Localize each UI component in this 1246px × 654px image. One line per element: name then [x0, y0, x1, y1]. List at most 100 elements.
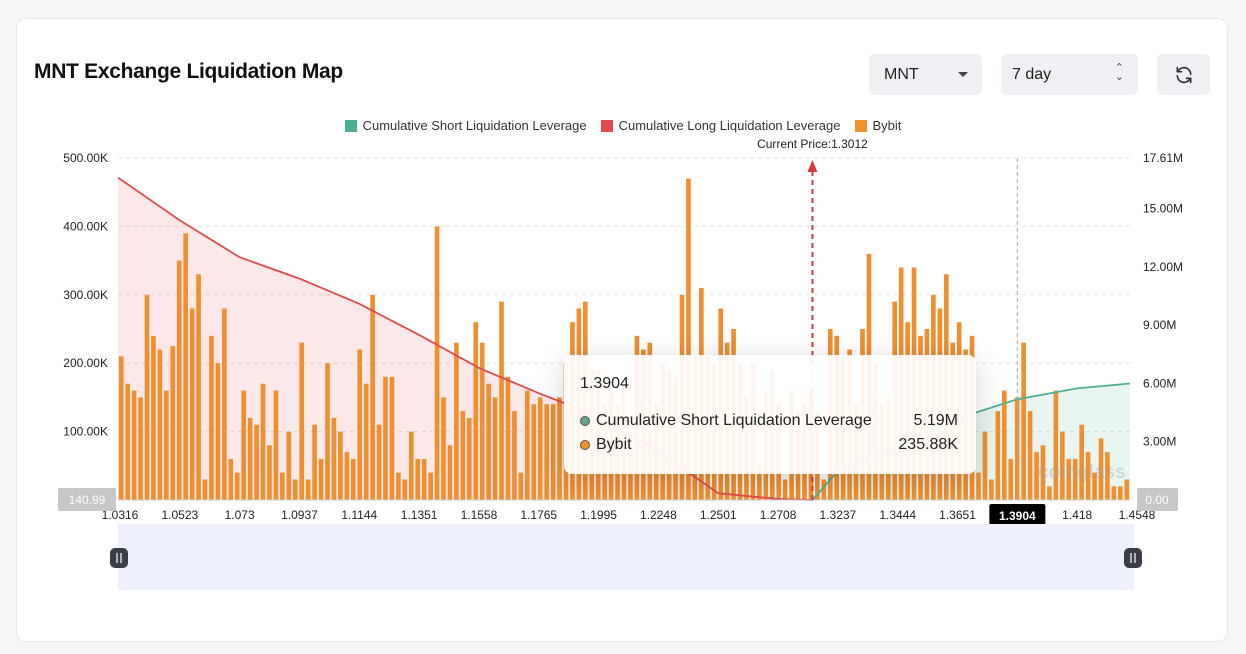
bybit-bar	[524, 390, 530, 500]
x-tick-label: 1.418	[1062, 508, 1092, 522]
x-tick-label: 1.2248	[640, 508, 677, 522]
bybit-bar	[241, 390, 247, 500]
current-price-arrow	[807, 160, 818, 172]
bybit-bar	[280, 472, 285, 500]
data-zoom-track	[118, 524, 1134, 590]
bybit-bar	[447, 445, 453, 500]
long-line	[117, 176, 813, 501]
bybit-bar	[389, 376, 395, 500]
x-tick-label: 1.3651	[939, 508, 976, 522]
range-select[interactable]: 7 day ⌃ ⌄	[1001, 54, 1138, 95]
bybit-bar	[415, 458, 421, 500]
bybit-bar	[1027, 411, 1033, 500]
coin-select[interactable]: MNT	[869, 54, 982, 95]
bybit-bar	[183, 233, 189, 501]
bybit-bar	[1059, 431, 1065, 500]
bybit-bar	[325, 363, 330, 500]
bybit-bar	[164, 390, 169, 500]
legend-item-long[interactable]: Cumulative Long Liquidation Leverage	[600, 118, 841, 133]
bybit-bar	[428, 472, 433, 500]
bybit-bar	[1066, 458, 1072, 500]
bybit-bar	[144, 294, 150, 500]
x-tick-label: 1.2708	[760, 508, 797, 522]
bybit-bar	[254, 424, 259, 500]
bybit-bar	[131, 390, 137, 500]
bybit-bar	[222, 308, 227, 500]
x-tick-label: 1.3237	[820, 508, 857, 522]
bybit-bar	[686, 178, 691, 500]
bybit-bar	[363, 383, 369, 500]
x-tick-label: 1.1558	[461, 508, 498, 522]
bybit-bar	[176, 260, 182, 500]
bybit-bar	[286, 431, 292, 500]
bybit-bar	[202, 479, 208, 500]
bybit-bar	[821, 479, 827, 500]
legend-item-short[interactable]: Cumulative Short Liquidation Leverage	[344, 118, 587, 133]
x-tick-label: 1.1995	[580, 508, 617, 522]
bybit-bar	[228, 458, 234, 500]
bybit-bar	[1105, 452, 1110, 500]
bybit-bar	[1098, 438, 1104, 500]
x-highlight-box	[989, 504, 1046, 528]
tooltip-title: 1.3904	[580, 375, 629, 392]
bybit-bar	[479, 342, 485, 500]
y-left-tick-label: 300.00K	[63, 288, 108, 302]
bybit-bar	[273, 390, 279, 500]
y-right-tick-label: 3.00M	[1143, 435, 1176, 449]
coin-select-value: MNT	[884, 65, 919, 83]
tooltip-value-short: 5.19M	[913, 412, 958, 429]
legend-swatch-long	[600, 119, 613, 132]
bybit-bar	[357, 349, 363, 500]
page-title: MNT Exchange Liquidation Map	[34, 60, 343, 83]
refresh-button[interactable]	[1157, 54, 1210, 95]
y-right-min-label: 0.00	[1145, 493, 1169, 507]
bybit-bar	[292, 479, 298, 500]
bybit-bar	[118, 356, 124, 500]
bybit-bar	[376, 424, 382, 500]
bybit-bar	[299, 342, 305, 500]
bybit-bar	[492, 397, 498, 500]
bybit-bar	[1124, 479, 1130, 500]
legend-item-bybit[interactable]: Bybit	[854, 118, 902, 133]
x-tick-label: 1.0523	[161, 508, 198, 522]
bybit-bar	[151, 335, 156, 500]
bybit-bar	[338, 431, 343, 500]
y-left-min-box	[58, 488, 116, 511]
bybit-bar	[331, 417, 337, 500]
updown-icon: ⌃ ⌄	[1114, 62, 1124, 83]
x-tick-label: 1.073	[225, 508, 255, 522]
zoom-handle-left[interactable]	[110, 548, 128, 568]
bybit-bar	[1040, 445, 1046, 500]
tooltip-row-short: Cumulative Short Liquidation Leverage 5.…	[580, 409, 958, 433]
hover-tooltip: 1.3904 Cumulative Short Liquidation Leve…	[564, 355, 976, 474]
current-price-label: Current Price:1.3012	[757, 137, 868, 151]
bybit-bar	[170, 346, 176, 500]
bybit-bar	[537, 397, 543, 500]
y-left-tick-label: 100.00K	[63, 425, 108, 439]
bybit-bar	[1079, 424, 1084, 500]
bybit-bar	[402, 479, 408, 500]
legend-label-bybit: Bybit	[872, 118, 902, 133]
grip-icon	[110, 548, 128, 568]
bybit-bar	[460, 411, 466, 500]
bybit-bar	[434, 226, 440, 500]
x-tick-label: 1.4548	[1119, 508, 1156, 522]
zoom-handle-right[interactable]	[1124, 548, 1142, 568]
y-right-tick-label: 9.00M	[1143, 318, 1176, 332]
bybit-bar	[976, 472, 981, 500]
bybit-bar	[1118, 486, 1123, 500]
tooltip-dot-bybit	[580, 440, 590, 450]
bybit-bar	[396, 472, 401, 500]
y-left-min-label: 140.99	[69, 493, 106, 507]
bybit-bar	[1053, 390, 1059, 500]
bybit-bar	[1001, 390, 1007, 500]
legend-label-short: Cumulative Short Liquidation Leverage	[362, 118, 587, 133]
bybit-bar	[138, 397, 143, 500]
bybit-bar	[1021, 342, 1026, 500]
bybit-bar	[557, 397, 562, 500]
x-tick-label: 1.1765	[520, 508, 557, 522]
bybit-bar	[757, 465, 762, 500]
grip-icon	[1124, 548, 1142, 568]
bybit-bar	[441, 397, 446, 500]
bybit-bar	[473, 322, 479, 500]
